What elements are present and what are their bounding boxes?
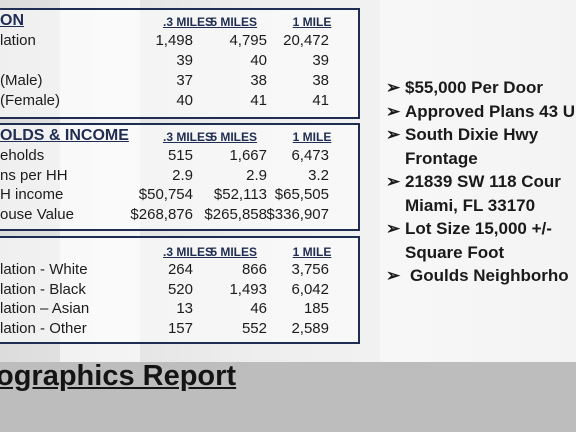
column-header: .3 MILES [162, 15, 214, 29]
cell-value: 13 [176, 300, 193, 317]
table-box [0, 236, 360, 344]
bullet-text: Approved Plans 43 U [405, 101, 576, 121]
cell-value: 515 [167, 147, 193, 164]
cell-value: $268,876 [130, 206, 193, 224]
footer-title: ographics Report [0, 360, 237, 392]
cell-value: 552 [241, 319, 267, 337]
bullet-marker: ➢ [386, 266, 401, 285]
cell-value: 40 [176, 92, 193, 109]
cell-value: 40 [250, 52, 267, 69]
cell-value: 866 [241, 261, 267, 278]
cell-value: 39 [176, 52, 193, 69]
row-label: lation - Other [0, 319, 87, 337]
cell-value: 20,472 [283, 32, 329, 49]
cell-value: 41 [312, 92, 329, 109]
cell-value: 3,756 [291, 261, 329, 278]
column-header: .3 MILES [162, 130, 214, 144]
cell-value: 2,589 [291, 319, 329, 337]
row-label: lation – Asian [0, 300, 90, 317]
bullet-marker: ➢ [386, 219, 401, 238]
cell-value: $336,907 [266, 206, 329, 224]
background-building [380, 0, 576, 362]
column-header: .5 MILES [206, 130, 258, 144]
cell-value: $65,505 [274, 186, 329, 204]
cell-value: $265,858 [204, 206, 267, 224]
cell-value: $52,113 [213, 186, 267, 204]
bullet-text: Square Foot [405, 242, 505, 262]
row-label: (Female) [0, 92, 61, 109]
bullet-text: $55,000 Per Door [405, 78, 543, 97]
table-box [0, 8, 360, 119]
bullet-marker: ➢ [386, 101, 401, 121]
footer-band [0, 362, 576, 432]
row-label: (Male) [0, 72, 43, 89]
column-header: 1 MILE [292, 245, 332, 259]
bullet-text: South Dixie Hwy [405, 125, 539, 144]
row-label: H income [0, 186, 64, 204]
column-header: 1 MILE [292, 15, 332, 29]
bullet-text: 21839 SW 118 Cour [405, 172, 561, 191]
bullet-text: Goulds Neighborho [410, 266, 569, 285]
bullet-marker: ➢ [386, 78, 401, 97]
cell-value: 38 [250, 72, 267, 89]
cell-value: 157 [167, 319, 193, 337]
row-label: ns per HH [0, 166, 68, 184]
cell-value: 2.9 [246, 166, 267, 184]
cell-value: 6,042 [291, 280, 329, 298]
cell-value: 185 [303, 300, 329, 317]
cell-value: 38 [312, 72, 329, 89]
bullet-marker: ➢ [386, 172, 401, 191]
row-label: eholds [0, 147, 45, 164]
cell-value: $50,754 [138, 186, 193, 204]
column-header: .5 MILES [206, 245, 258, 259]
column-header: 1 MILE [292, 130, 332, 144]
cell-value: 41 [250, 92, 267, 109]
cell-value: 4,795 [229, 32, 267, 49]
cell-value: 37 [176, 72, 193, 89]
row-label: ouse Value [0, 206, 74, 224]
column-header: .5 MILES [206, 15, 258, 29]
table-box [0, 123, 360, 231]
cell-value: 1,493 [229, 280, 267, 298]
cell-value: 2.9 [172, 166, 193, 184]
bullet-text: Lot Size 15,000 +/- [405, 219, 552, 238]
cell-value: 6,473 [291, 147, 329, 164]
bullet-text: Miami, FL 33170 [405, 195, 536, 215]
row-label: lation - Black [0, 280, 86, 298]
cell-value: 520 [167, 280, 193, 298]
row-label: lation [0, 32, 36, 49]
table-title: OLDS & INCOME [0, 127, 129, 144]
column-header: .3 MILES [162, 245, 214, 259]
cell-value: 3.2 [308, 166, 329, 184]
table-title: ON [0, 12, 24, 29]
cell-value: 264 [167, 261, 193, 278]
cell-value: 1,498 [155, 32, 193, 49]
cell-value: 1,667 [229, 147, 267, 164]
cell-value: 39 [312, 52, 329, 69]
row-label: lation - White [0, 261, 88, 278]
cell-value: 46 [250, 300, 267, 317]
bullet-text: Frontage [405, 148, 478, 168]
bullet-marker: ➢ [386, 125, 401, 144]
